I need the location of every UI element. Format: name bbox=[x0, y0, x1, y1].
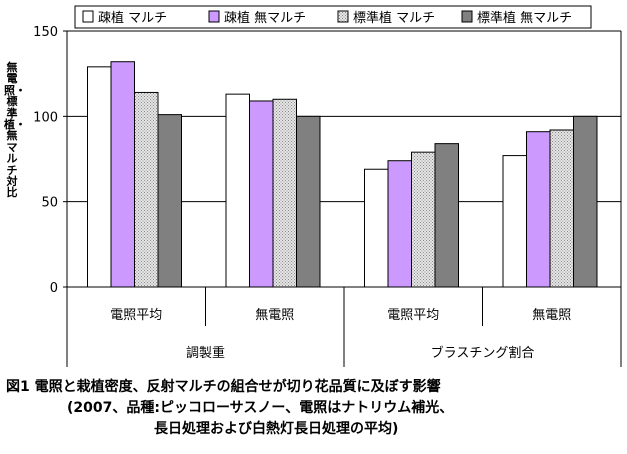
y-tick-label: 0 bbox=[50, 281, 58, 296]
y-tick-label: 50 bbox=[41, 196, 58, 211]
y-axis-label: 無電照・標準植・無マルチ対比 bbox=[4, 61, 26, 200]
legend-label: 疎植 マルチ bbox=[98, 11, 167, 26]
bar bbox=[296, 115, 321, 288]
bar bbox=[526, 131, 551, 288]
category-label: 無電照 bbox=[255, 308, 294, 323]
group-label: ブラスチング割合 bbox=[431, 345, 535, 361]
bar bbox=[87, 66, 112, 288]
legend-swatch bbox=[337, 10, 349, 23]
legend-swatch bbox=[208, 10, 220, 23]
bar bbox=[110, 61, 135, 288]
caption-line-1: 図1 電照と栽植密度、反射マルチの組合せが切り花品質に及ぼす影響 bbox=[6, 379, 441, 395]
group-label: 調製重 bbox=[186, 345, 225, 361]
bars bbox=[87, 61, 598, 288]
category-label: 電照平均 bbox=[110, 308, 162, 323]
legend-label: 疎植 無マルチ bbox=[224, 11, 306, 26]
bar bbox=[387, 160, 412, 288]
bar bbox=[225, 93, 250, 288]
bar bbox=[573, 115, 598, 288]
legend-label: 標準植 無マルチ bbox=[477, 10, 572, 26]
bar bbox=[157, 114, 182, 288]
y-tick-label: 150 bbox=[33, 25, 58, 40]
caption-line-2: (2007、品種:ピッコローサスノー、電照はナトリウム補光、 bbox=[67, 400, 454, 416]
bar bbox=[549, 129, 574, 288]
legend-swatch bbox=[461, 10, 473, 23]
bar bbox=[411, 151, 436, 288]
category-label: 無電照 bbox=[532, 308, 571, 323]
legend-swatch bbox=[82, 10, 94, 23]
bar bbox=[249, 100, 274, 288]
category-label: 電照平均 bbox=[387, 308, 439, 323]
legend-label: 標準植 マルチ bbox=[353, 10, 435, 26]
bar bbox=[434, 143, 459, 288]
y-tick-label: 100 bbox=[33, 110, 58, 125]
axes bbox=[66, 30, 622, 367]
bar bbox=[364, 168, 389, 288]
y-axis-ticks: 0 50 100 150 bbox=[33, 25, 67, 296]
bar bbox=[502, 155, 527, 288]
figure-caption: 図1 電照と栽植密度、反射マルチの組合せが切り花品質に及ぼす影響 (2007、品… bbox=[6, 377, 621, 440]
bar bbox=[272, 98, 297, 288]
bar bbox=[134, 91, 159, 288]
legend: 疎植 マルチ 疎植 無マルチ 標準植 マルチ 標準植 無マルチ bbox=[74, 5, 592, 29]
caption-line-3: 長日処理および白熱灯長日処理の平均) bbox=[154, 421, 399, 437]
